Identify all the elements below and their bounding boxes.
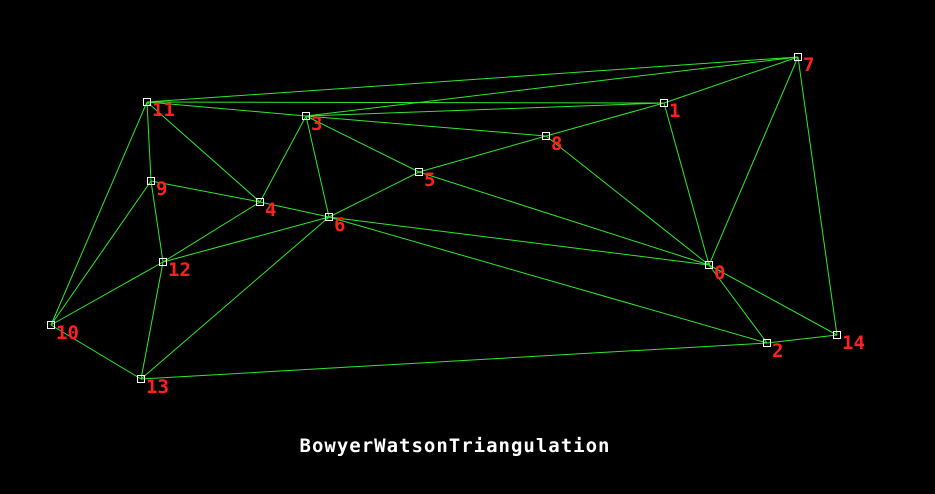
edge-11-9 xyxy=(146,101,152,182)
point-13 xyxy=(137,375,145,383)
edge-1-0 xyxy=(663,102,710,266)
edge-5-0 xyxy=(418,171,710,266)
point-0 xyxy=(705,261,713,269)
edge-2-14 xyxy=(766,334,838,344)
edge-12-13 xyxy=(140,261,164,380)
point-label-6: 6 xyxy=(334,214,345,236)
edge-0-14 xyxy=(708,264,838,336)
edge-6-13 xyxy=(140,216,330,380)
edge-7-14 xyxy=(797,56,838,336)
point-label-12: 12 xyxy=(168,259,191,281)
edge-4-9 xyxy=(150,180,261,203)
edge-4-12 xyxy=(162,201,261,263)
point-label-2: 2 xyxy=(772,340,783,362)
point-12 xyxy=(159,258,167,266)
edge-11-3 xyxy=(146,101,307,117)
point-label-4: 4 xyxy=(265,199,276,221)
edge-6-12 xyxy=(162,216,330,263)
edge-8-1 xyxy=(545,102,665,137)
edge-6-2 xyxy=(328,216,768,344)
point-label-14: 14 xyxy=(842,332,865,354)
point-10 xyxy=(47,321,55,329)
diagram-title: BowyerWatsonTriangulation xyxy=(300,435,611,457)
point-label-13: 13 xyxy=(146,376,169,398)
edge-6-0 xyxy=(328,216,710,266)
points-layer xyxy=(47,53,841,383)
point-2 xyxy=(763,339,771,347)
point-9 xyxy=(147,177,155,185)
edge-3-1 xyxy=(305,102,665,117)
edge-3-6 xyxy=(305,115,330,218)
edge-10-13 xyxy=(50,324,142,380)
edge-11-10 xyxy=(50,101,148,326)
edge-11-1 xyxy=(146,101,665,104)
point-8 xyxy=(542,132,550,140)
edge-8-5 xyxy=(418,135,547,173)
edge-3-5 xyxy=(305,115,420,173)
edge-11-7 xyxy=(146,56,799,103)
point-label-5: 5 xyxy=(424,169,435,191)
edge-4-11 xyxy=(146,101,261,203)
point-7 xyxy=(794,53,802,61)
edge-3-4 xyxy=(259,115,307,203)
point-3 xyxy=(302,112,310,120)
point-label-7: 7 xyxy=(803,54,814,76)
point-label-8: 8 xyxy=(551,133,562,155)
edge-1-7 xyxy=(663,56,799,104)
point-4 xyxy=(256,198,264,206)
point-6 xyxy=(325,213,333,221)
point-label-0: 0 xyxy=(714,262,725,284)
edge-3-7 xyxy=(305,56,799,117)
edge-9-12 xyxy=(150,180,164,263)
edge-3-8 xyxy=(305,115,547,137)
point-1 xyxy=(660,99,668,107)
edge-9-10 xyxy=(50,180,152,326)
edge-6-4 xyxy=(259,201,330,218)
edge-7-0 xyxy=(708,56,799,266)
point-label-9: 9 xyxy=(156,178,167,200)
edge-0-2 xyxy=(708,264,768,344)
edge-8-0 xyxy=(545,135,710,266)
point-label-1: 1 xyxy=(669,100,680,122)
point-11 xyxy=(143,98,151,106)
edge-12-10 xyxy=(50,261,164,326)
point-label-3: 3 xyxy=(311,113,322,135)
edge-5-6 xyxy=(328,171,420,218)
point-14 xyxy=(833,331,841,339)
point-label-11: 11 xyxy=(152,99,175,121)
edge-13-2 xyxy=(140,342,768,380)
point-label-10: 10 xyxy=(56,322,79,344)
point-5 xyxy=(415,168,423,176)
edges-layer xyxy=(50,56,838,380)
